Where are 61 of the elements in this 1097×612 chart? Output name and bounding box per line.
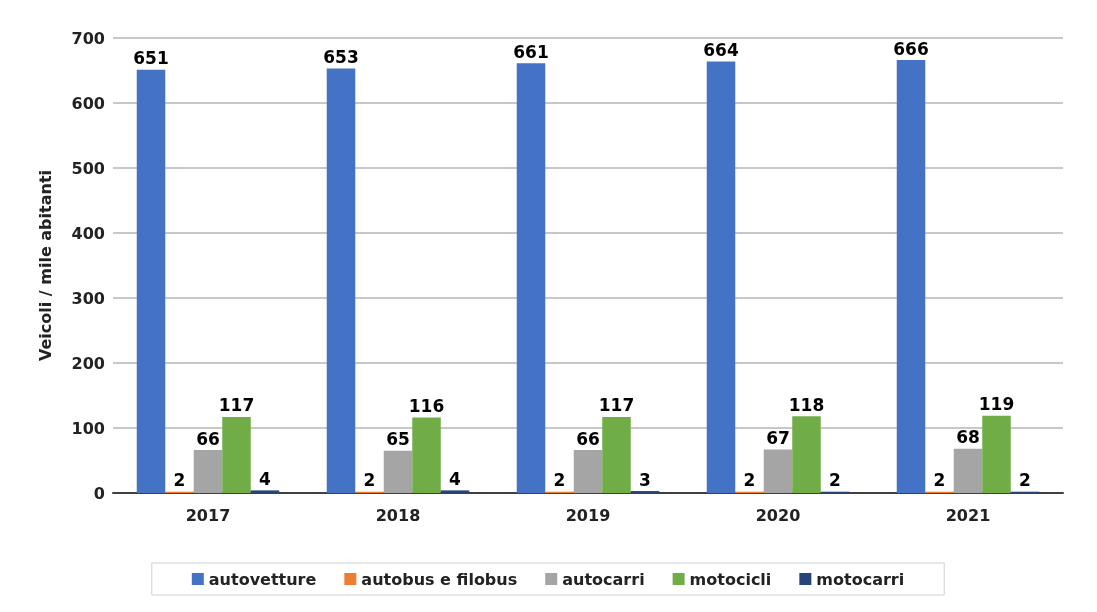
data-label: 118 [788, 394, 825, 415]
data-label: 66 [196, 428, 220, 449]
legend-label: autovetture [208, 569, 317, 589]
data-label: 2 [829, 470, 841, 491]
data-label: 2 [743, 470, 756, 491]
bar [193, 450, 223, 493]
data-label: 2 [1019, 470, 1031, 491]
data-label: 2 [173, 470, 186, 491]
data-label: 117 [218, 395, 255, 416]
bar [896, 60, 926, 493]
data-label: 666 [893, 38, 929, 59]
bar [982, 415, 1011, 493]
data-label: 119 [978, 394, 1015, 415]
data-label: 66 [576, 428, 600, 449]
y-tick-label: 600 [71, 93, 105, 113]
data-label: 2 [933, 470, 946, 491]
bar [222, 416, 251, 493]
y-axis-title: Veicoli / mile abitanti [35, 169, 55, 362]
y-tick-label: 100 [71, 418, 105, 438]
x-tick-label: 2020 [755, 505, 801, 525]
bar [516, 63, 546, 493]
data-label: 2 [363, 470, 376, 491]
y-tick-label: 500 [71, 158, 105, 178]
y-tick-label: 700 [71, 28, 105, 48]
data-label: 2 [553, 470, 566, 491]
bar [763, 449, 793, 493]
legend-label: autobus e filobus [361, 569, 518, 589]
x-tick-label: 2021 [945, 505, 991, 525]
data-label: 117 [598, 395, 635, 416]
legend-label: motocarri [816, 569, 905, 589]
x-tick-label: 2019 [565, 505, 611, 525]
bar [326, 68, 356, 493]
bar [602, 416, 631, 493]
bar [706, 61, 736, 493]
x-tick-label: 2017 [185, 505, 231, 525]
data-label: 664 [703, 39, 739, 60]
bar [412, 417, 441, 493]
data-label: 116 [408, 396, 445, 417]
data-label: 3 [639, 469, 651, 490]
bar [440, 490, 470, 493]
bar [136, 69, 166, 493]
legend-label: autocarri [562, 569, 645, 589]
y-tick-label: 0 [93, 483, 105, 503]
data-label: 4 [259, 468, 272, 489]
data-label: 653 [323, 47, 359, 68]
bar [792, 416, 821, 493]
x-tick-label: 2018 [375, 505, 421, 525]
data-label: 4 [449, 468, 462, 489]
bar [573, 450, 603, 493]
y-tick-label: 400 [71, 223, 105, 243]
bar [953, 448, 983, 493]
bar [383, 450, 413, 493]
data-label: 651 [133, 48, 169, 69]
y-tick-label: 200 [71, 353, 105, 373]
y-tick-label: 300 [71, 288, 105, 308]
data-label: 67 [766, 427, 790, 448]
data-label: 65 [386, 429, 410, 450]
data-label: 661 [513, 41, 549, 62]
legend-label: motocicli [689, 569, 772, 589]
data-label: 68 [956, 427, 980, 448]
bar [250, 490, 280, 493]
